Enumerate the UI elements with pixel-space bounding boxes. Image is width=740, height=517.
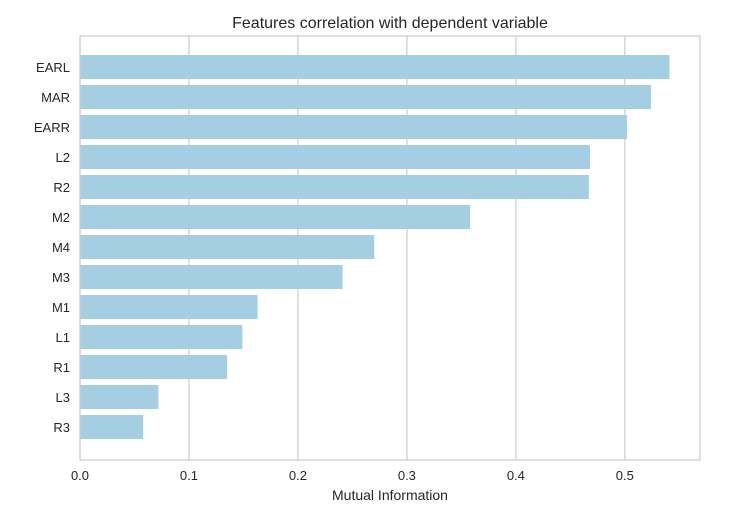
bar-m1	[80, 295, 258, 319]
y-tick-label-m3: M3	[52, 270, 70, 285]
bar-r2	[80, 175, 589, 199]
bar-m4	[80, 235, 375, 259]
bar-r3	[80, 415, 144, 439]
bar-l3	[80, 385, 159, 409]
y-tick-labels: EARL MAR EARR L2 R2 M2 M4 M3 M1 L1 R1 L3 R3	[34, 60, 70, 435]
x-tick-label-4: 0.4	[507, 468, 525, 483]
x-tick-label-0: 0.0	[71, 468, 89, 483]
bar-earr	[80, 115, 627, 139]
bar-m3	[80, 265, 343, 289]
y-tick-label-l3: L3	[56, 390, 70, 405]
y-tick-label-m1: M1	[52, 300, 70, 315]
y-tick-label-mar: MAR	[41, 90, 70, 105]
x-axis-label: Mutual Information	[332, 487, 448, 503]
x-tick-label-5: 0.5	[616, 468, 634, 483]
bars	[80, 55, 670, 439]
plot-frame	[79, 35, 701, 461]
x-tick-labels: 0.0 0.1 0.2 0.3 0.4 0.5	[71, 468, 634, 483]
y-tick-label-m2: M2	[52, 210, 70, 225]
y-tick-label-l2: L2	[56, 150, 70, 165]
bar-m2	[80, 205, 471, 229]
y-tick-label-r2: R2	[53, 180, 70, 195]
y-tick-label-earl: EARL	[36, 60, 70, 75]
y-tick-label-r1: R1	[53, 360, 70, 375]
chart-title: Features correlation with dependent vari…	[232, 15, 548, 32]
bar-mar	[80, 85, 651, 109]
bar-l2	[80, 145, 590, 169]
bar-l1	[80, 325, 243, 349]
bar-earl	[80, 55, 670, 79]
y-tick-label-r3: R3	[53, 420, 70, 435]
y-tick-label-l1: L1	[56, 330, 70, 345]
bar-r1	[80, 355, 228, 379]
x-tick-label-3: 0.3	[398, 468, 416, 483]
x-tick-label-1: 0.1	[180, 468, 198, 483]
x-tick-label-2: 0.2	[289, 468, 307, 483]
y-tick-label-m4: M4	[52, 240, 70, 255]
y-tick-label-earr: EARR	[34, 120, 70, 135]
